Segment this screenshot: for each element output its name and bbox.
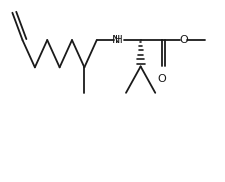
Text: O: O bbox=[179, 35, 188, 45]
Text: O: O bbox=[158, 74, 166, 84]
Text: H: H bbox=[115, 35, 122, 45]
Text: N: N bbox=[112, 35, 120, 45]
